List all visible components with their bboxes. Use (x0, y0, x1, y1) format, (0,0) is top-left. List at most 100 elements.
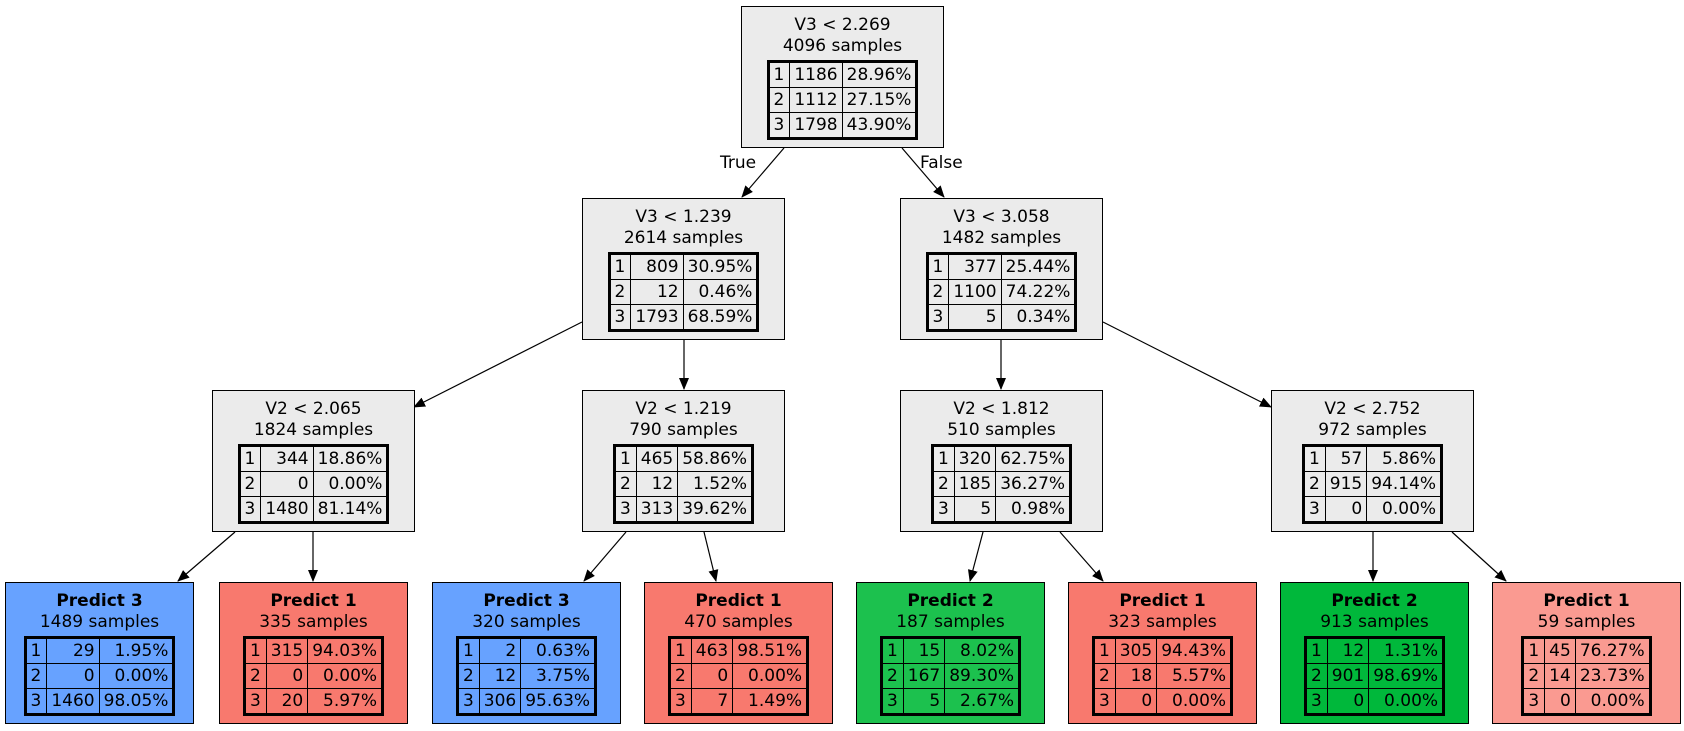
class-row: 2 12 1.52% (613, 471, 754, 497)
prediction-label: Predict 1 (1119, 591, 1206, 611)
class-percent: 0.00% (307, 663, 384, 689)
class-count: 12 (635, 471, 679, 497)
leaf-node: Predict 1 335 samples 1 315 94.03% 2 0 0.00% 3 20… (219, 582, 408, 724)
class-row: 1 463 98.51% (668, 637, 809, 664)
class-distribution-table: 1 305 94.43% 2 18 5.57% 3 0 0.00% (1091, 636, 1234, 716)
class-label: 2 (1304, 663, 1328, 689)
class-count: 18 (1114, 663, 1158, 689)
sample-count: 1482 samples (941, 228, 1062, 248)
class-percent: 0.98% (995, 496, 1072, 523)
sample-count: 59 samples (1537, 612, 1636, 632)
split-node: V3 < 1.239 2614 samples 1 809 30.95% 2 12 0.46%… (582, 198, 785, 340)
class-row: 3 0 0.00% (1304, 688, 1445, 715)
class-percent: 74.22% (1000, 279, 1077, 305)
split-condition: V2 < 2.752 (1324, 399, 1421, 419)
class-percent: 98.51% (732, 637, 809, 664)
class-percent: 0.00% (1574, 688, 1651, 715)
class-count: 20 (265, 688, 309, 715)
class-label: 1 (926, 253, 950, 280)
class-label: 2 (1092, 663, 1116, 689)
class-percent: 81.14% (312, 496, 389, 523)
edge-n5-n12 (1059, 531, 1104, 582)
prediction-label: Predict 2 (907, 591, 994, 611)
class-count: 12 (478, 663, 522, 689)
edge-n4-n9 (583, 531, 627, 582)
class-row: 2 0 0.00% (668, 663, 809, 689)
edge-label-true: True (720, 153, 757, 173)
class-label: 3 (931, 496, 955, 523)
class-row: 2 915 94.14% (1302, 471, 1443, 497)
split-node: V3 < 2.269 4096 samples 1 1186 28.96% 2 1112 27… (741, 6, 944, 148)
class-count: 12 (1326, 637, 1370, 664)
class-percent: 0.00% (1368, 688, 1445, 715)
class-label: 3 (668, 688, 692, 715)
class-count: 14 (1544, 663, 1576, 689)
class-count: 185 (953, 471, 997, 497)
class-count: 465 (635, 445, 679, 472)
class-percent: 94.14% (1366, 471, 1443, 497)
class-label: 2 (926, 279, 950, 305)
class-count: 1112 (789, 87, 843, 113)
prediction-label: Predict 2 (1331, 591, 1418, 611)
class-row: 1 45 76.27% (1522, 637, 1651, 664)
class-label: 3 (1302, 496, 1326, 523)
class-row: 1 315 94.03% (243, 637, 384, 664)
class-label: 3 (608, 304, 632, 331)
class-label: 2 (931, 471, 955, 497)
class-count: 15 (902, 637, 946, 664)
class-count: 809 (630, 253, 684, 280)
class-label: 2 (668, 663, 692, 689)
class-count: 1793 (630, 304, 684, 331)
class-count: 0 (46, 663, 100, 689)
class-label: 3 (613, 496, 637, 523)
split-node: V2 < 1.219 790 samples 1 465 58.86% 2 12 1.52% 3… (582, 390, 785, 532)
class-percent: 62.75% (995, 445, 1072, 472)
class-row: 1 1186 28.96% (767, 61, 918, 88)
class-percent: 1.31% (1368, 637, 1445, 664)
class-row: 1 57 5.86% (1302, 445, 1443, 472)
class-count: 1186 (789, 61, 843, 88)
class-row: 3 1460 98.05% (24, 688, 175, 715)
class-count: 7 (690, 688, 734, 715)
class-distribution-table: 1 2 0.63% 2 12 3.75% 3 306 95.63% (455, 636, 598, 716)
class-count: 1480 (260, 496, 314, 523)
class-distribution-table: 1 377 25.44% 2 1100 74.22% 3 5 0.34% (925, 252, 1078, 332)
class-label: 3 (1092, 688, 1116, 715)
split-node: V3 < 3.058 1482 samples 1 377 25.44% 2 1100 74.… (900, 198, 1103, 340)
split-condition: V2 < 1.812 (953, 399, 1050, 419)
class-row: 2 12 3.75% (456, 663, 597, 689)
class-row: 3 5 2.67% (880, 688, 1021, 715)
leaf-node: Predict 1 470 samples 1 463 98.51% 2 0 0.00% 3 7 1… (644, 582, 833, 724)
class-distribution-table: 1 463 98.51% 2 0 0.00% 3 7 1.49% (667, 636, 810, 716)
class-distribution-table: 1 45 76.27% 2 14 23.73% 3 0 0.00% (1521, 636, 1652, 716)
class-percent: 76.27% (1574, 637, 1651, 664)
class-percent: 28.96% (841, 61, 918, 88)
class-count: 1460 (46, 688, 100, 715)
class-row: 1 12 1.31% (1304, 637, 1445, 664)
class-count: 306 (478, 688, 522, 715)
sample-count: 4096 samples (782, 36, 903, 56)
class-row: 2 1112 27.15% (767, 87, 918, 113)
class-count: 320 (953, 445, 997, 472)
class-count: 305 (1114, 637, 1158, 664)
class-percent: 1.95% (98, 637, 175, 664)
class-percent: 5.97% (307, 688, 384, 715)
class-label: 1 (1304, 637, 1328, 664)
class-percent: 98.69% (1368, 663, 1445, 689)
class-row: 2 1100 74.22% (926, 279, 1077, 305)
leaf-node: Predict 2 913 samples 1 12 1.31% 2 901 98.69% 3 0… (1280, 582, 1469, 724)
class-row: 1 320 62.75% (931, 445, 1072, 472)
class-count: 5 (902, 688, 946, 715)
class-label: 1 (931, 445, 955, 472)
class-label: 3 (24, 688, 48, 715)
class-row: 3 306 95.63% (456, 688, 597, 715)
class-label: 1 (238, 445, 262, 472)
class-count: 0 (260, 471, 314, 497)
class-percent: 0.00% (732, 663, 809, 689)
class-percent: 0.00% (1156, 688, 1233, 715)
split-condition: V2 < 1.219 (635, 399, 732, 419)
sample-count: 1489 samples (39, 612, 160, 632)
class-row: 2 0 0.00% (24, 663, 175, 689)
